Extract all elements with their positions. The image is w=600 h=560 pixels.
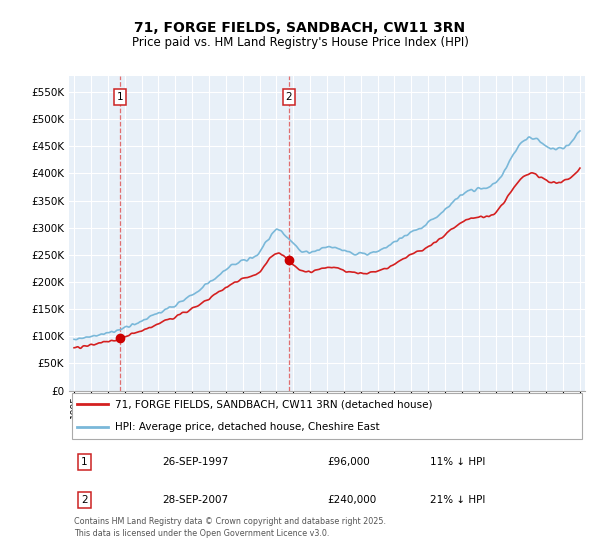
FancyBboxPatch shape — [71, 393, 583, 439]
Text: 28-SEP-2007: 28-SEP-2007 — [162, 495, 228, 505]
Text: 71, FORGE FIELDS, SANDBACH, CW11 3RN (detached house): 71, FORGE FIELDS, SANDBACH, CW11 3RN (de… — [115, 399, 433, 409]
Text: 2: 2 — [286, 92, 292, 102]
Text: Price paid vs. HM Land Registry's House Price Index (HPI): Price paid vs. HM Land Registry's House … — [131, 36, 469, 49]
Text: 11% ↓ HPI: 11% ↓ HPI — [430, 457, 485, 467]
Text: 71, FORGE FIELDS, SANDBACH, CW11 3RN: 71, FORGE FIELDS, SANDBACH, CW11 3RN — [134, 21, 466, 35]
Text: 26-SEP-1997: 26-SEP-1997 — [162, 457, 228, 467]
Text: £96,000: £96,000 — [327, 457, 370, 467]
Text: 21% ↓ HPI: 21% ↓ HPI — [430, 495, 485, 505]
Text: 1: 1 — [81, 457, 88, 467]
Text: HPI: Average price, detached house, Cheshire East: HPI: Average price, detached house, Ches… — [115, 422, 380, 432]
Text: £240,000: £240,000 — [327, 495, 376, 505]
Text: Contains HM Land Registry data © Crown copyright and database right 2025.
This d: Contains HM Land Registry data © Crown c… — [74, 517, 386, 538]
Text: 1: 1 — [117, 92, 124, 102]
Text: 2: 2 — [81, 495, 88, 505]
